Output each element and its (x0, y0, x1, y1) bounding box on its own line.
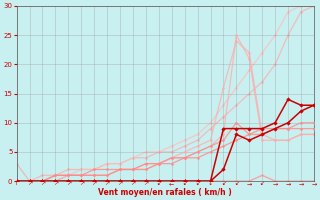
X-axis label: Vent moyen/en rafales ( km/h ): Vent moyen/en rafales ( km/h ) (98, 188, 232, 197)
